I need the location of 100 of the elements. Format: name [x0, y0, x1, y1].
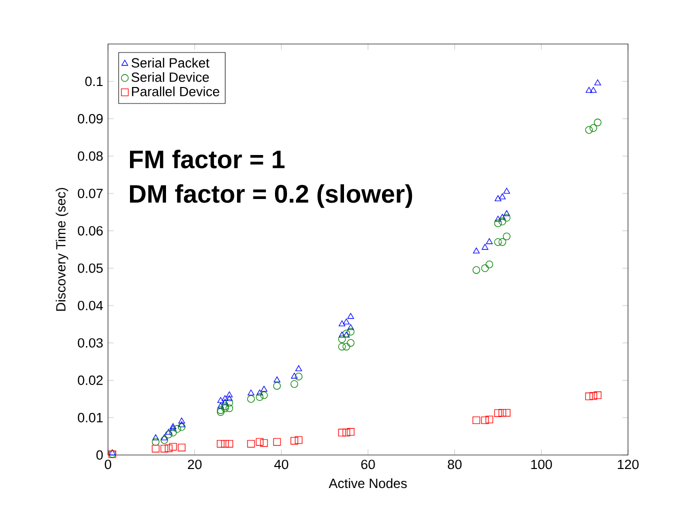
- point: [247, 440, 255, 448]
- point: [498, 408, 506, 417]
- point: [273, 438, 281, 446]
- point: [585, 392, 593, 400]
- point: [346, 328, 354, 336]
- y-tick-label: 0.08: [78, 151, 103, 161]
- legend-label: Serial Packet: [132, 58, 210, 68]
- x-axis-title: Active Nodes: [328, 478, 407, 488]
- point: [482, 244, 488, 250]
- x-tick-label: 120: [618, 460, 639, 470]
- y-tick-label: 0.01: [78, 412, 103, 422]
- point: [338, 320, 346, 326]
- point: [338, 342, 346, 350]
- x-tick-label: 0: [104, 460, 112, 470]
- point: [174, 425, 182, 433]
- point: [256, 438, 264, 446]
- point: [346, 428, 354, 436]
- point: [594, 391, 602, 400]
- point: [590, 124, 598, 132]
- point: [494, 195, 502, 202]
- point: [472, 266, 480, 274]
- x-tick-label: 20: [188, 460, 202, 470]
- point: [338, 335, 346, 343]
- point: [498, 218, 506, 226]
- y-axis-title: Discovery Time (sec): [56, 188, 68, 311]
- point: [342, 428, 350, 436]
- point: [164, 444, 172, 452]
- point: [294, 372, 302, 380]
- point: [164, 430, 172, 438]
- x-tick-label: 100: [531, 460, 552, 470]
- point: [221, 402, 229, 410]
- point: [290, 380, 298, 388]
- point: [226, 404, 234, 412]
- point: [152, 438, 160, 446]
- point: [502, 214, 510, 222]
- point: [273, 382, 281, 390]
- point: [160, 436, 168, 444]
- point: [290, 437, 298, 445]
- point: [590, 392, 598, 400]
- point: [274, 376, 280, 382]
- legend-label: Parallel Device: [132, 86, 220, 96]
- point: [247, 395, 255, 403]
- annotation: DM factor = 0.2 (slower): [130, 184, 412, 208]
- point: [260, 386, 268, 392]
- point: [586, 86, 592, 93]
- point: [260, 391, 268, 400]
- point: [502, 232, 510, 240]
- point: [108, 449, 116, 456]
- point: [498, 238, 506, 246]
- point: [222, 395, 228, 402]
- point: [217, 402, 224, 408]
- y-tick-label: 0: [96, 450, 103, 460]
- point: [486, 260, 494, 268]
- annotation: FM factor = 1: [130, 150, 285, 168]
- point: [481, 416, 489, 424]
- point: [472, 416, 480, 424]
- x-tick-label: 80: [448, 460, 462, 470]
- point: [222, 398, 228, 405]
- point: [260, 439, 268, 447]
- y-tick-label: 0.02: [78, 376, 103, 385]
- point: [473, 248, 480, 254]
- y-tick-label: 0.09: [78, 114, 103, 124]
- point: [178, 444, 186, 452]
- point: [256, 390, 264, 396]
- point: [347, 312, 354, 319]
- point: [161, 434, 168, 440]
- point: [294, 436, 302, 444]
- point: [347, 324, 354, 330]
- point: [499, 214, 506, 220]
- point: [499, 193, 506, 200]
- point: [594, 118, 602, 126]
- point: [226, 391, 233, 398]
- point: [170, 423, 176, 430]
- point: [160, 444, 168, 452]
- x-tick-label: 40: [274, 460, 288, 470]
- y-tick-label: 0.05: [78, 263, 103, 273]
- point: [226, 398, 234, 406]
- point: [216, 440, 224, 448]
- point: [346, 339, 354, 347]
- point: [226, 395, 233, 402]
- point: [338, 428, 346, 436]
- point: [502, 408, 510, 417]
- point: [256, 393, 264, 401]
- point: [152, 434, 160, 440]
- point: [221, 404, 229, 412]
- point: [217, 397, 224, 403]
- point: [503, 188, 510, 194]
- point: [216, 408, 224, 416]
- point: [216, 406, 224, 414]
- y-tick-label: 0.03: [78, 338, 103, 348]
- point: [178, 421, 186, 428]
- point: [248, 390, 254, 396]
- y-tick-label: 0.07: [78, 188, 103, 198]
- point: [486, 416, 494, 424]
- point: [221, 440, 229, 448]
- point: [226, 440, 234, 448]
- point: [594, 79, 602, 86]
- point: [585, 126, 593, 134]
- point: [486, 238, 493, 244]
- point: [178, 423, 186, 431]
